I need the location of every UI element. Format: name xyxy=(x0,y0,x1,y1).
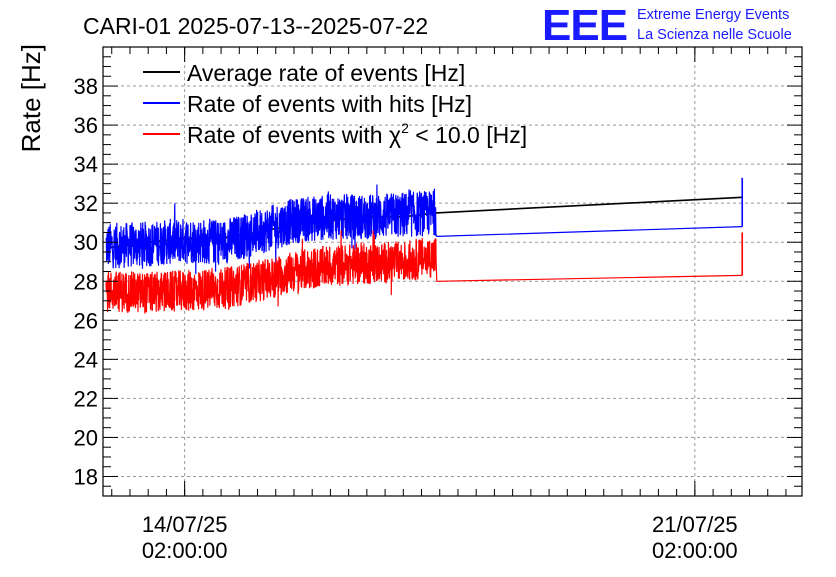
legend-label-hits: Rate of events with hits [Hz] xyxy=(187,91,472,117)
y-tick-label-20: 20 xyxy=(74,425,98,450)
series-layer xyxy=(105,177,744,314)
legend-label-chi2: Rate of events with χ2 < 10.0 [Hz] xyxy=(187,120,527,148)
chart-title: CARI-01 2025-07-13--2025-07-22 xyxy=(83,13,428,39)
legend-label-chi2-suffix: < 10.0 [Hz] xyxy=(409,122,527,148)
legend: Average rate of events [Hz] Rate of even… xyxy=(143,60,527,148)
y-tick-label-36: 36 xyxy=(74,113,98,138)
x-tick-label-time-0: 02:00:00 xyxy=(142,538,228,563)
y-tick-label-18: 18 xyxy=(74,464,98,489)
eee-logo-line2: La Scienza nelle Scuole xyxy=(637,27,792,43)
y-tick-label-22: 22 xyxy=(74,386,98,411)
eee-logo: EEE Extreme Energy Events La Scienza nel… xyxy=(542,1,792,50)
ticks xyxy=(103,46,802,497)
y-tick-label-26: 26 xyxy=(74,308,98,333)
series-line-1 xyxy=(105,184,743,275)
eee-logo-mark: EEE xyxy=(542,1,627,50)
tick-labels: 182022242628303234363814/07/2502:00:0021… xyxy=(74,74,738,563)
series-line-2 xyxy=(105,230,743,314)
grid-lines xyxy=(103,47,802,496)
y-tick-label-38: 38 xyxy=(74,74,98,99)
y-axis-label: Rate [Hz] xyxy=(16,44,46,152)
legend-label-chi2-prefix: Rate of events with χ xyxy=(187,122,401,148)
y-tick-label-24: 24 xyxy=(74,347,98,372)
y-tick-label-30: 30 xyxy=(74,230,98,255)
x-tick-label-time-1: 02:00:00 xyxy=(652,538,738,563)
series-1 xyxy=(105,177,744,275)
legend-label-chi2-sup: 2 xyxy=(401,120,409,136)
y-tick-label-28: 28 xyxy=(74,269,98,294)
x-tick-label-date-1: 21/07/25 xyxy=(652,512,738,537)
y-tick-label-34: 34 xyxy=(74,152,98,177)
series-2 xyxy=(105,230,744,314)
x-tick-label-date-0: 14/07/25 xyxy=(142,512,228,537)
eee-logo-line1: Extreme Energy Events xyxy=(637,7,789,23)
y-tick-label-32: 32 xyxy=(74,191,98,216)
legend-label-average: Average rate of events [Hz] xyxy=(187,60,465,86)
